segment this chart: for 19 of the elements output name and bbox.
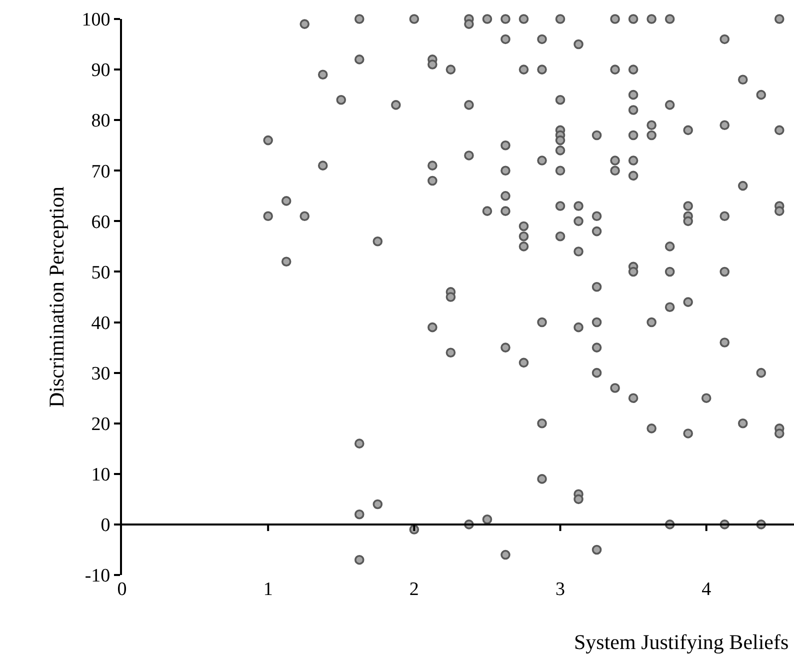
y-tick-label: -10 [84, 566, 110, 587]
y-tick-label: 80 [91, 110, 110, 132]
y-tick-label: 10 [91, 464, 110, 486]
y-tick-label: 70 [91, 161, 110, 182]
y-tick-label: 20 [91, 414, 110, 436]
x-tick-label: 0 [117, 579, 127, 600]
y-tick-label: 60 [91, 212, 110, 233]
y-tick-label: 30 [91, 363, 110, 384]
y-tick-label: 0 [100, 515, 110, 536]
y-tick-label: 90 [91, 60, 110, 82]
x-tick-label: 2 [409, 579, 419, 600]
y-tick-label: 50 [91, 262, 110, 284]
x-tick-label: 1 [263, 579, 273, 600]
x-tick-label: 4 [702, 579, 712, 600]
x-axis-title: System Justifying Beliefs [574, 630, 789, 654]
x-tick-label: 3 [556, 579, 566, 600]
y-axis-title: Discrimination Perception [44, 186, 68, 408]
y-tick-label: 40 [91, 312, 110, 334]
y-tick-label: 100 [82, 10, 110, 31]
